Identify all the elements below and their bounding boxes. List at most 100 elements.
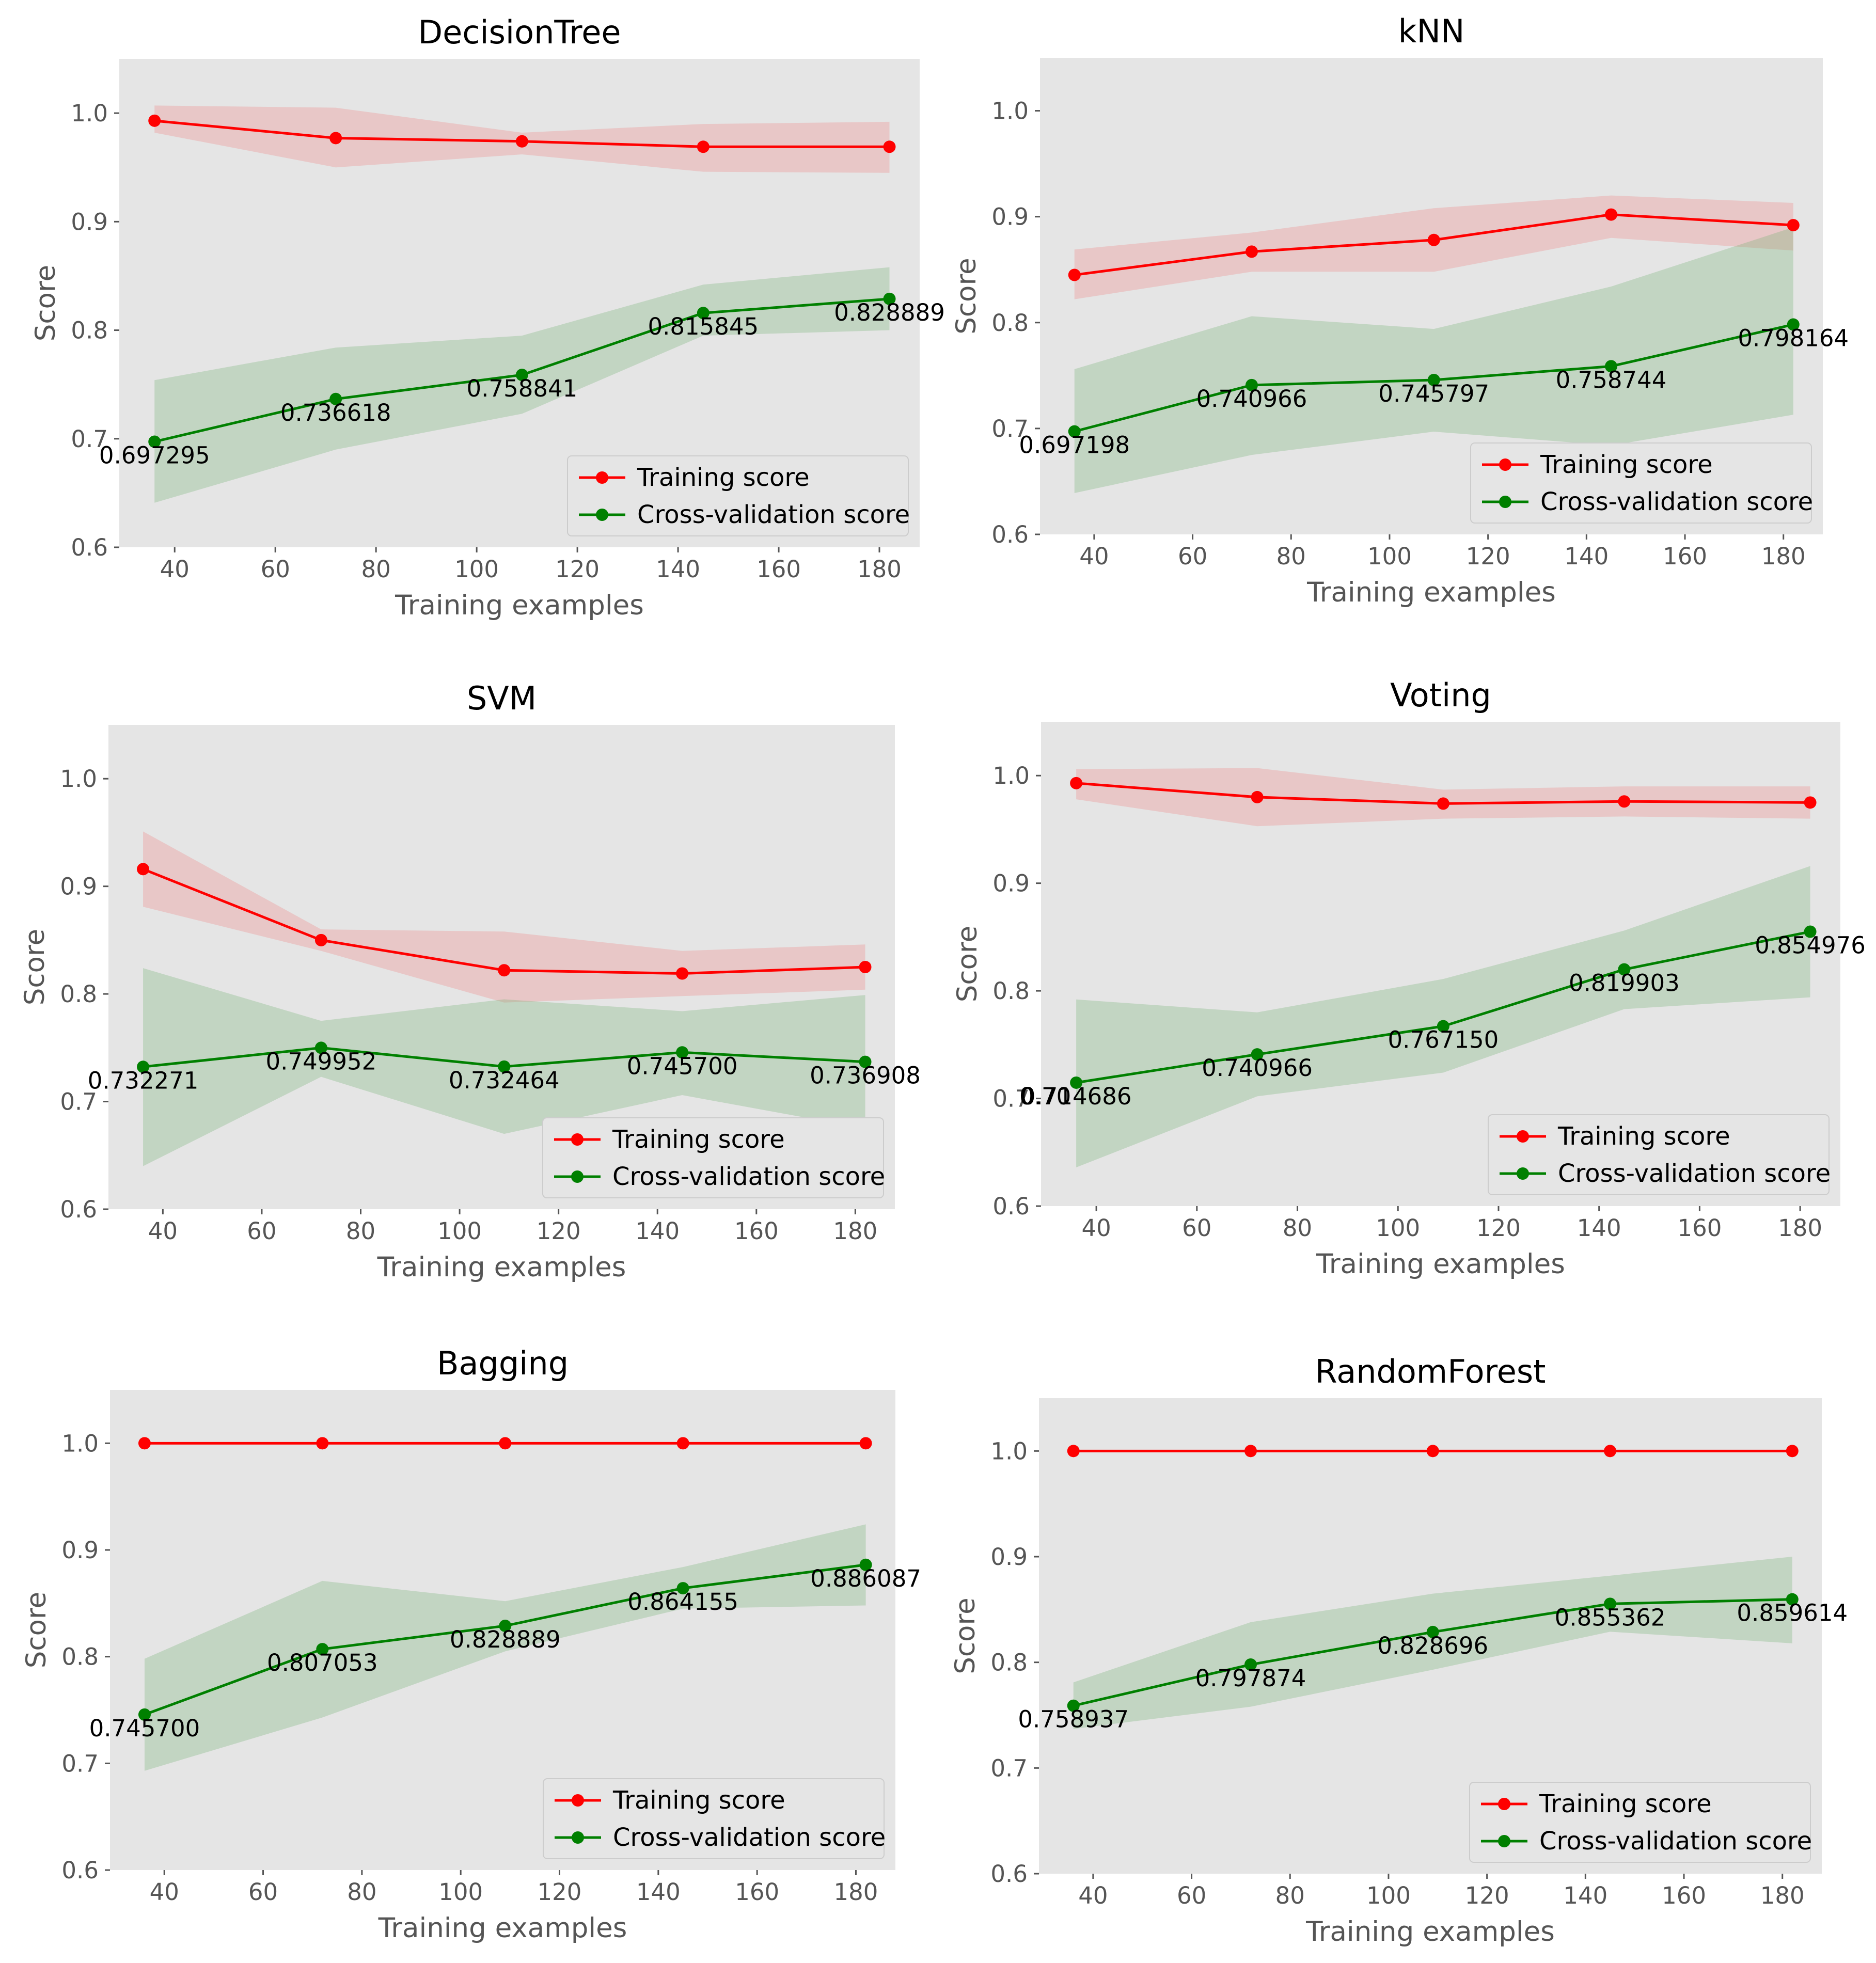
y-tick-label: 1.0 bbox=[61, 1430, 99, 1457]
legend-swatch-marker bbox=[1498, 1798, 1510, 1810]
data-label: 0.697198 bbox=[1019, 432, 1130, 459]
x-tick-label: 120 bbox=[1466, 543, 1510, 570]
chart-title: kNN bbox=[1398, 12, 1465, 50]
training-score-point bbox=[1437, 797, 1449, 810]
legend bbox=[543, 1778, 885, 1859]
x-tick-label: 140 bbox=[635, 1217, 680, 1245]
cv-score-band bbox=[1074, 227, 1793, 494]
data-label: 0.740966 bbox=[1196, 385, 1307, 413]
y-tick-label: 0.8 bbox=[990, 1649, 1028, 1676]
legend-swatch-marker bbox=[596, 471, 608, 484]
legend-label: Training score bbox=[1539, 1790, 1712, 1818]
training-score-point bbox=[1426, 1445, 1439, 1458]
cv-score-point bbox=[1804, 925, 1817, 938]
x-tick-label: 80 bbox=[1283, 1214, 1312, 1242]
legend-swatch-marker bbox=[1499, 458, 1511, 471]
x-tick-label: 180 bbox=[833, 1217, 877, 1245]
x-axis-label: Training examples bbox=[377, 1252, 626, 1283]
x-tick-label: 160 bbox=[735, 1878, 779, 1906]
cv-score-point bbox=[1787, 318, 1800, 331]
cv-score-point bbox=[1605, 360, 1618, 373]
training-score-point bbox=[1068, 268, 1081, 281]
y-tick-label: 0.7 bbox=[61, 1750, 99, 1777]
data-label: 0.758744 bbox=[1556, 366, 1667, 393]
x-tick-label: 120 bbox=[1476, 1214, 1521, 1242]
y-tick-label: 0.6 bbox=[992, 1193, 1030, 1220]
x-tick-label: 100 bbox=[1366, 1882, 1411, 1909]
cv-score-point bbox=[1245, 378, 1258, 391]
legend-label: Training score bbox=[612, 1125, 785, 1154]
y-tick-label: 0.9 bbox=[991, 203, 1029, 231]
cv-score-point bbox=[1251, 1048, 1264, 1061]
y-tick-label: 0.6 bbox=[61, 1857, 99, 1884]
cv-score-point bbox=[1067, 1699, 1080, 1712]
y-tick-label: 1.0 bbox=[71, 100, 108, 127]
chart-title: Voting bbox=[1390, 676, 1491, 714]
x-tick-label: 80 bbox=[347, 1878, 376, 1906]
x-tick-label: 140 bbox=[1577, 1214, 1621, 1242]
y-tick-label: 0.6 bbox=[991, 521, 1029, 548]
data-label: 0.758937 bbox=[1018, 1706, 1129, 1733]
x-axis-label: Training examples bbox=[1306, 577, 1556, 608]
training-score-point bbox=[1427, 233, 1440, 246]
y-tick-label: 0.9 bbox=[990, 1543, 1028, 1571]
x-tick-label: 80 bbox=[1276, 543, 1306, 570]
x-tick-label: 160 bbox=[1662, 1882, 1706, 1909]
legend-swatch-marker bbox=[1498, 1835, 1510, 1847]
x-tick-label: 40 bbox=[1078, 1882, 1108, 1909]
y-tick-label: 0.9 bbox=[60, 873, 97, 900]
cv-score-point bbox=[498, 1060, 511, 1073]
data-label: 0.886087 bbox=[810, 1565, 921, 1592]
cv-score-point bbox=[697, 307, 710, 320]
x-tick-label: 40 bbox=[148, 1217, 178, 1245]
data-label: 0.864155 bbox=[627, 1588, 738, 1616]
x-tick-label: 80 bbox=[346, 1217, 375, 1245]
training-score-point bbox=[1070, 777, 1083, 789]
legend-swatch-marker bbox=[1517, 1167, 1529, 1180]
cv-score-band bbox=[1076, 866, 1810, 1167]
cv-score-point bbox=[314, 1041, 327, 1054]
chart-title: Bagging bbox=[437, 1344, 569, 1382]
training-score-point bbox=[316, 1437, 329, 1450]
legend-label: Training score bbox=[1540, 450, 1713, 479]
cv-score-point bbox=[1244, 1658, 1257, 1671]
legend-swatch-marker bbox=[1517, 1130, 1529, 1143]
training-score-point bbox=[859, 1437, 872, 1450]
data-label: 0.745700 bbox=[627, 1052, 738, 1080]
training-score-band bbox=[143, 831, 865, 1003]
data-label: 0.828889 bbox=[834, 299, 945, 326]
training-score-band bbox=[1074, 195, 1793, 299]
data-label: 0.819903 bbox=[1569, 970, 1680, 997]
cv-score-point bbox=[1070, 1076, 1083, 1089]
x-tick-label: 160 bbox=[1677, 1214, 1722, 1242]
x-tick-label: 100 bbox=[454, 556, 499, 583]
cv-score-point bbox=[316, 1643, 329, 1656]
y-tick-label: 0.7 bbox=[991, 415, 1029, 442]
training-score-point bbox=[1604, 1445, 1617, 1458]
training-score-point bbox=[314, 933, 327, 946]
y-tick-label: 0.7 bbox=[71, 425, 108, 453]
cv-score-point bbox=[676, 1582, 689, 1595]
training-score-point bbox=[1786, 1445, 1799, 1458]
y-tick-label: 0.6 bbox=[990, 1860, 1028, 1888]
data-label: 0.859614 bbox=[1737, 1600, 1848, 1627]
data-label: 0.732464 bbox=[449, 1067, 560, 1094]
data-label: 0.828696 bbox=[1377, 1632, 1488, 1659]
data-label: 0.798164 bbox=[1738, 325, 1849, 352]
x-tick-label: 180 bbox=[1778, 1214, 1822, 1242]
x-tick-label: 60 bbox=[1182, 1214, 1211, 1242]
x-tick-label: 40 bbox=[1081, 1214, 1111, 1242]
x-tick-label: 160 bbox=[1663, 543, 1707, 570]
x-tick-label: 160 bbox=[756, 556, 801, 583]
data-label: 0.749952 bbox=[266, 1048, 377, 1075]
x-axis-label: Training examples bbox=[1305, 1916, 1555, 1948]
data-label: 0.736618 bbox=[280, 399, 391, 426]
legend bbox=[1469, 1782, 1811, 1863]
training-score-point bbox=[1618, 795, 1631, 808]
y-tick-label: 0.7 bbox=[990, 1754, 1028, 1782]
y-axis-label: Score bbox=[952, 926, 983, 1002]
data-label: 0.745797 bbox=[1378, 380, 1489, 407]
training-score-point bbox=[499, 1437, 512, 1450]
